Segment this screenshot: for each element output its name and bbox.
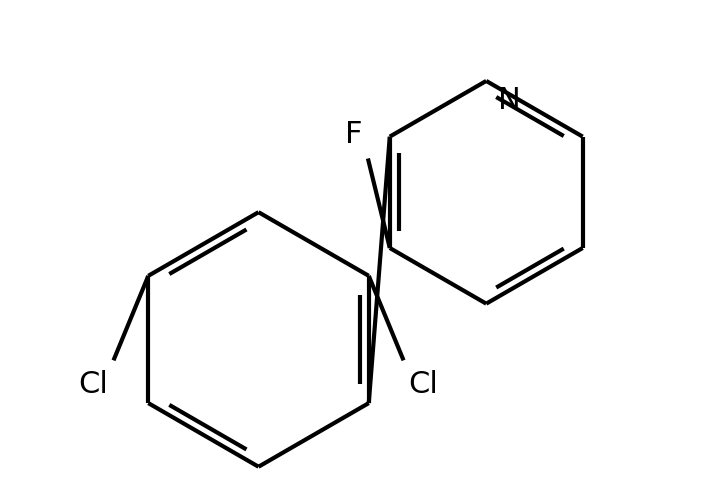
Text: Cl: Cl (79, 370, 108, 399)
Text: F: F (345, 120, 363, 148)
Text: N: N (498, 86, 521, 115)
Text: Cl: Cl (408, 370, 439, 399)
